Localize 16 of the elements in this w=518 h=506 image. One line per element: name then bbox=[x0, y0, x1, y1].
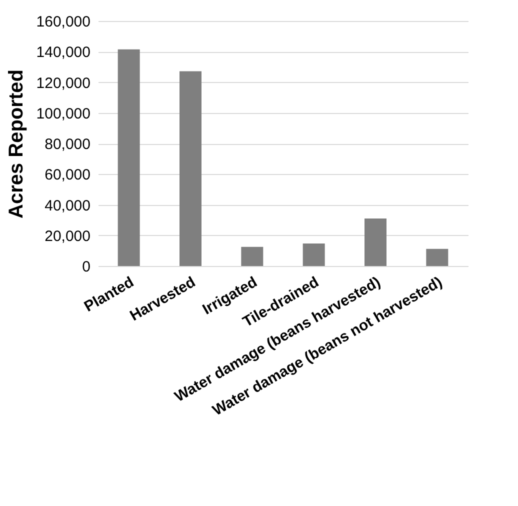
y-tick-label: 140,000 bbox=[36, 44, 90, 62]
bar bbox=[302, 243, 325, 266]
y-tick-label: 100,000 bbox=[36, 105, 90, 122]
bar bbox=[426, 248, 448, 266]
bar bbox=[180, 71, 202, 266]
bar bbox=[241, 246, 264, 266]
y-tick-label: 120,000 bbox=[36, 74, 90, 92]
y-tick-label: 160,000 bbox=[36, 14, 90, 30]
y-axis-title: Acres Reported bbox=[5, 70, 28, 218]
y-tick-label: 20,000 bbox=[44, 228, 90, 245]
bar bbox=[364, 218, 386, 266]
y-tick-label: 60,000 bbox=[44, 166, 90, 184]
y-tick-label: 80,000 bbox=[44, 136, 90, 153]
y-tick-label: 0 bbox=[82, 258, 90, 276]
bar bbox=[118, 49, 140, 266]
y-tick-label: 40,000 bbox=[44, 197, 90, 214]
